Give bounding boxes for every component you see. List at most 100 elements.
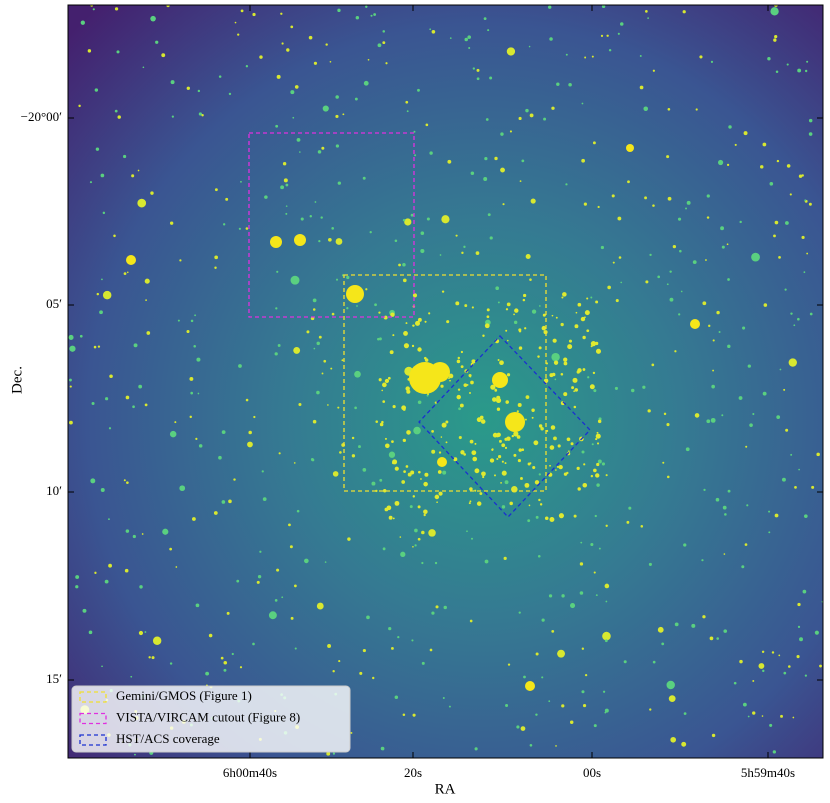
- star: [436, 501, 438, 504]
- star: [544, 516, 549, 521]
- star: [294, 647, 297, 650]
- star: [369, 230, 372, 234]
- star: [775, 70, 779, 74]
- star: [500, 132, 504, 136]
- star: [531, 309, 537, 314]
- star: [597, 419, 602, 424]
- star: [627, 180, 630, 184]
- star: [506, 373, 511, 377]
- star: [723, 553, 726, 555]
- star: [769, 723, 773, 727]
- star: [236, 579, 240, 583]
- star: [322, 105, 329, 112]
- star: [797, 625, 801, 629]
- star: [281, 596, 284, 599]
- star: [767, 56, 771, 61]
- star: [760, 165, 764, 169]
- star: [752, 679, 755, 682]
- star: [803, 514, 808, 519]
- star: [521, 448, 525, 452]
- star: [362, 648, 366, 653]
- star: [531, 408, 535, 412]
- star: [535, 515, 539, 519]
- star: [431, 611, 435, 615]
- star: [699, 55, 703, 59]
- star: [378, 378, 382, 382]
- star: [382, 41, 386, 45]
- star: [228, 92, 232, 96]
- star: [505, 308, 509, 311]
- star: [388, 515, 393, 520]
- star: [434, 494, 440, 500]
- star: [218, 455, 222, 460]
- star: [92, 8, 95, 11]
- star: [337, 181, 342, 185]
- star: [717, 159, 724, 166]
- star: [667, 107, 671, 111]
- star: [186, 86, 190, 90]
- star: [547, 5, 552, 9]
- star: [505, 400, 510, 404]
- star: [144, 278, 150, 284]
- star: [108, 427, 112, 430]
- star: [460, 365, 464, 369]
- star: [247, 441, 253, 448]
- star: [672, 245, 677, 249]
- star: [449, 379, 451, 382]
- star: [132, 534, 136, 539]
- star: [342, 113, 345, 116]
- star: [468, 502, 471, 505]
- star: [727, 489, 731, 493]
- star: [108, 563, 112, 568]
- star: [663, 412, 667, 416]
- star: [394, 239, 398, 243]
- star: [468, 373, 472, 378]
- star: [354, 406, 357, 410]
- star: [456, 394, 461, 400]
- star: [769, 181, 774, 186]
- star: [252, 642, 255, 646]
- star: [711, 733, 716, 738]
- star: [593, 468, 597, 473]
- star: [806, 252, 809, 255]
- star: [487, 29, 490, 32]
- star: [763, 303, 768, 307]
- star: [500, 167, 505, 173]
- star: [335, 238, 343, 245]
- star: [762, 142, 767, 147]
- star: [556, 82, 560, 86]
- star: [411, 639, 414, 642]
- star: [811, 485, 815, 489]
- star: [529, 278, 532, 281]
- star: [682, 10, 686, 14]
- star: [595, 594, 598, 597]
- star: [534, 480, 540, 485]
- star: [239, 666, 243, 669]
- star: [596, 442, 600, 445]
- star: [231, 652, 234, 656]
- star: [742, 702, 747, 707]
- star: [320, 216, 323, 219]
- star: [300, 217, 304, 221]
- star: [220, 656, 224, 660]
- star: [455, 234, 458, 237]
- star: [774, 35, 778, 39]
- star: [405, 386, 410, 391]
- star: [607, 285, 611, 290]
- star: [747, 715, 750, 718]
- star: [495, 286, 500, 291]
- star: [126, 255, 136, 265]
- star: [268, 611, 277, 620]
- star: [706, 419, 711, 424]
- star: [102, 211, 106, 215]
- star: [214, 266, 217, 270]
- star: [455, 301, 460, 306]
- star: [611, 194, 615, 198]
- star: [722, 505, 727, 510]
- star: [519, 180, 522, 183]
- star: [801, 235, 805, 239]
- star: [171, 115, 174, 118]
- star: [551, 629, 555, 633]
- star: [94, 88, 99, 92]
- star: [702, 301, 707, 306]
